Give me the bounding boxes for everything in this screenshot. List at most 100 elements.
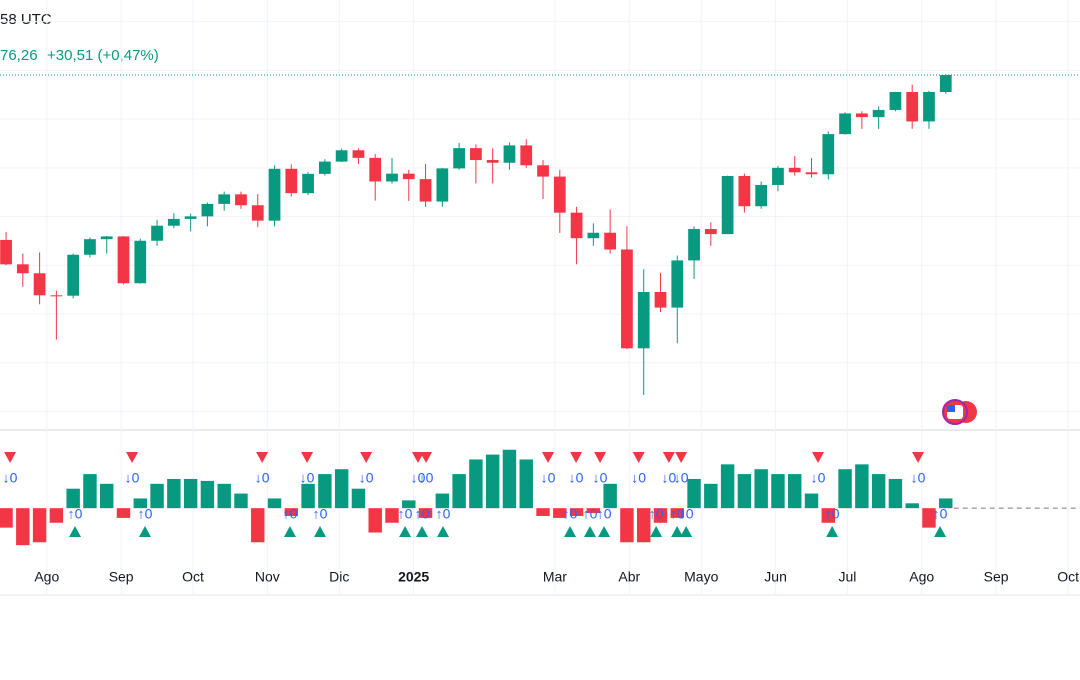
candle-body (839, 113, 851, 135)
buy-label: ↑0 (649, 506, 664, 522)
osc-bar (418, 508, 433, 518)
candle-body (939, 75, 952, 93)
candle-body (553, 176, 566, 213)
sell-label: ↓0 (125, 470, 140, 486)
sell-label: ↓0 (631, 470, 646, 486)
buy-label: ↑0 (68, 506, 83, 522)
x-tick-label: Jul (838, 569, 856, 585)
sell-label: ↓0 (811, 470, 826, 486)
sell-signal (360, 452, 373, 463)
candle-body (470, 148, 482, 161)
osc-bar (49, 508, 64, 523)
sell-signal (420, 452, 433, 463)
osc-bar (519, 459, 533, 509)
candle-body (235, 194, 247, 206)
osc-bar (536, 508, 550, 516)
candle-body (704, 229, 717, 235)
candle-body (755, 184, 768, 207)
osc-bar (385, 508, 399, 523)
osc-bar (301, 483, 315, 509)
sell-label: ↓0 (300, 470, 315, 486)
candle-body (587, 232, 600, 239)
sell-signal (675, 452, 688, 463)
sell-signal (412, 452, 425, 463)
candle-body (167, 218, 180, 226)
osc-bar (435, 493, 450, 509)
osc-bar (888, 478, 903, 509)
osc-bar (351, 488, 366, 509)
flag-canton (947, 405, 955, 412)
x-tick-label: Oct (182, 569, 204, 585)
candle-body (772, 167, 784, 185)
candle-body (268, 168, 281, 221)
osc-bar (0, 508, 13, 528)
candle-body (50, 295, 63, 297)
candle-body (302, 173, 314, 194)
candle-body (822, 134, 835, 175)
candle-body (788, 167, 801, 173)
buy-label: ↑0 (583, 506, 598, 522)
candle-body (419, 179, 432, 202)
sell-signal (632, 452, 645, 463)
sell-label: ↓0 (569, 470, 584, 486)
osc-bar (66, 488, 80, 509)
x-tick-label: Nov (255, 569, 280, 585)
osc-bar (217, 483, 231, 509)
buy-signal (598, 526, 611, 537)
buy-label: ↑0 (415, 506, 430, 522)
sell-label: ↓0 (674, 470, 689, 486)
sell-label: ↓0 (255, 470, 270, 486)
osc-bar (855, 464, 869, 509)
header-change: +30,51 (+0,47%) (47, 47, 159, 64)
sell-label: ↓0 (419, 470, 434, 486)
osc-bar (100, 483, 114, 509)
candle-body (503, 145, 516, 163)
buy-label: ↑0 (398, 506, 413, 522)
osc-bar (469, 459, 483, 509)
candle-body (721, 176, 734, 235)
candle-body (453, 148, 465, 169)
header-price: 76,26 (0, 47, 38, 64)
x-tick-label: Jun (764, 569, 787, 585)
sell-label: ↓0 (411, 470, 426, 486)
x-tick-label: Oct (1057, 569, 1079, 585)
osc-bar (871, 474, 886, 509)
x-tick-label: Sep (109, 569, 134, 585)
buy-label: ↑0 (138, 506, 153, 522)
osc-bar (838, 469, 852, 509)
candle-body (33, 273, 46, 296)
osc-bar (133, 498, 147, 509)
sell-label: ↓0 (359, 470, 374, 486)
osc-bar (922, 508, 936, 528)
osc-bar (368, 508, 382, 533)
sell-signal (662, 452, 675, 463)
osc-bar (200, 480, 215, 509)
osc-bar (939, 498, 953, 509)
osc-bar (452, 474, 466, 509)
osc-bar (905, 503, 919, 509)
sell-signal (256, 452, 269, 463)
candle-body (0, 239, 12, 265)
osc-bar (586, 508, 601, 514)
buy-label: ↑0 (313, 506, 328, 522)
candle-body (84, 239, 96, 255)
osc-bar (720, 464, 735, 509)
osc-bar (603, 483, 617, 509)
osc-bar (83, 474, 97, 509)
sell-signal (126, 452, 139, 463)
candle-body (537, 165, 549, 177)
candle-body (117, 236, 130, 284)
osc-bar (670, 508, 684, 518)
candle-body (16, 264, 29, 274)
buy-label: ↑0 (679, 506, 694, 522)
buy-signal (283, 526, 296, 537)
flag-icon[interactable] (942, 399, 977, 425)
x-tick-label: Ago (34, 569, 59, 585)
osc-bar (788, 474, 802, 509)
osc-bar (267, 498, 282, 509)
osc-bar (804, 493, 819, 509)
osc-bar (704, 483, 718, 509)
osc-bar (737, 474, 752, 509)
candle-body (402, 173, 415, 180)
